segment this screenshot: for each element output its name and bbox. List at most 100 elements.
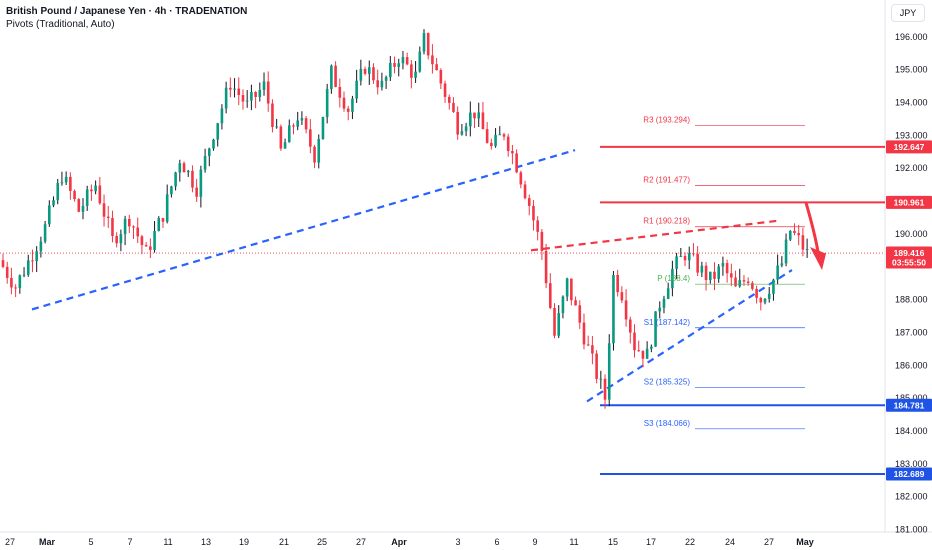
candle-bullish <box>287 119 291 143</box>
time-axis[interactable]: 27 Mar 5 7 11 13 19 21 25 27 Apr 3 6 9 11 15 17 22 24 27 May <box>5 537 814 547</box>
candle-body <box>233 88 236 90</box>
candle-body <box>313 146 316 163</box>
candle-body <box>708 271 712 281</box>
grid <box>0 0 932 533</box>
candle-body <box>784 239 788 264</box>
time-tick-label: 13 <box>201 537 211 547</box>
candle-body <box>498 134 502 136</box>
trend-lines <box>31 149 826 403</box>
candle-body <box>31 260 34 262</box>
candle-body <box>549 283 552 308</box>
candle-body <box>351 98 354 112</box>
indicator-label[interactable]: Pivots (Traditional, Auto) <box>6 19 115 30</box>
candle-bearish <box>544 243 548 289</box>
candle-bullish <box>384 75 388 89</box>
candle-body <box>595 353 598 379</box>
candle-body <box>380 80 384 88</box>
resistance-trendline <box>530 219 779 252</box>
blue-level-1-tag-bg <box>886 398 932 412</box>
time-tick-label: 3 <box>455 537 460 547</box>
candle-body <box>763 298 767 303</box>
candle-bullish <box>56 178 60 205</box>
candle-bearish <box>346 105 350 121</box>
candle-bullish <box>178 159 182 182</box>
price-tick-label: 196.000 <box>895 32 928 42</box>
red-level-1-tag-bg <box>886 140 932 154</box>
candle-body <box>207 148 211 157</box>
candle-bearish <box>515 149 518 174</box>
candle-bullish <box>258 82 262 102</box>
candle-bearish <box>502 132 506 141</box>
candle-body <box>199 169 203 197</box>
candle-body <box>115 235 118 244</box>
price-axis[interactable]: 196.000195.000194.000193.000192.000191.0… <box>895 32 928 535</box>
candle-bullish <box>220 104 224 130</box>
candle-body <box>123 218 127 235</box>
candle-bullish <box>397 58 401 77</box>
candle-bearish <box>574 296 577 306</box>
candle-bearish <box>730 263 733 287</box>
time-tick-label: 15 <box>608 537 618 547</box>
candle-body <box>481 112 485 130</box>
candle-body <box>203 156 207 170</box>
candle-body <box>759 297 763 303</box>
candle-body <box>607 343 611 400</box>
candle-body <box>174 172 177 187</box>
candle-bullish <box>666 282 670 300</box>
long-ascending-trendline <box>31 149 576 311</box>
candle-bullish <box>325 83 329 124</box>
candle-bearish <box>447 94 451 110</box>
candle-bearish <box>10 267 13 295</box>
candle-bullish <box>321 116 325 140</box>
currency-button[interactable]: JPY <box>891 4 925 22</box>
candle-body <box>279 126 283 149</box>
candle-body <box>633 332 636 351</box>
candle-body <box>48 205 51 225</box>
candle-body <box>64 176 68 183</box>
candle-bullish <box>767 286 771 303</box>
candle-bullish <box>39 236 43 258</box>
candle-body <box>254 91 257 98</box>
candle-bullish <box>157 216 161 232</box>
time-tick-label: 9 <box>532 537 537 547</box>
candle-bearish <box>405 52 409 66</box>
candle-body <box>359 68 363 81</box>
candle-body <box>14 287 17 289</box>
time-tick-label: 17 <box>646 537 656 547</box>
candle-bearish <box>616 269 619 297</box>
candle-bearish <box>73 189 76 202</box>
candle-bullish <box>717 264 720 283</box>
candle-body <box>443 83 447 97</box>
candle-body <box>157 218 161 231</box>
candle-body <box>140 236 144 246</box>
price-tick-label: 194.000 <box>895 97 928 107</box>
candle-body <box>473 112 476 119</box>
candle-body <box>502 134 506 137</box>
candle-body <box>195 187 198 197</box>
candle-bullish <box>224 81 228 114</box>
candle-bearish <box>570 278 573 306</box>
price-tick-label: 183.000 <box>895 459 928 469</box>
candle-body <box>410 64 413 78</box>
candle-bullish <box>599 370 603 389</box>
candle-body <box>692 253 695 255</box>
candle-body <box>767 293 771 299</box>
candle-bullish <box>477 102 481 127</box>
candle-bullish <box>35 246 38 273</box>
symbol-title[interactable]: British Pound / Japanese Yen · 4h · TRAD… <box>6 6 248 17</box>
candle-body <box>372 67 375 81</box>
candle-body <box>641 350 645 359</box>
level-lines <box>0 145 885 476</box>
candle-body <box>330 65 333 90</box>
candle-bullish <box>359 59 363 86</box>
candle-bullish <box>85 185 89 211</box>
candle-body <box>1 260 5 267</box>
time-tick-label: Mar <box>39 537 56 547</box>
blue-level-1-tag: 184.781 <box>894 400 925 410</box>
candle-body <box>405 57 409 65</box>
candle-bearish <box>229 77 232 98</box>
candle-body <box>191 170 194 188</box>
candle-body <box>650 346 653 349</box>
time-tick-label: 21 <box>279 537 289 547</box>
